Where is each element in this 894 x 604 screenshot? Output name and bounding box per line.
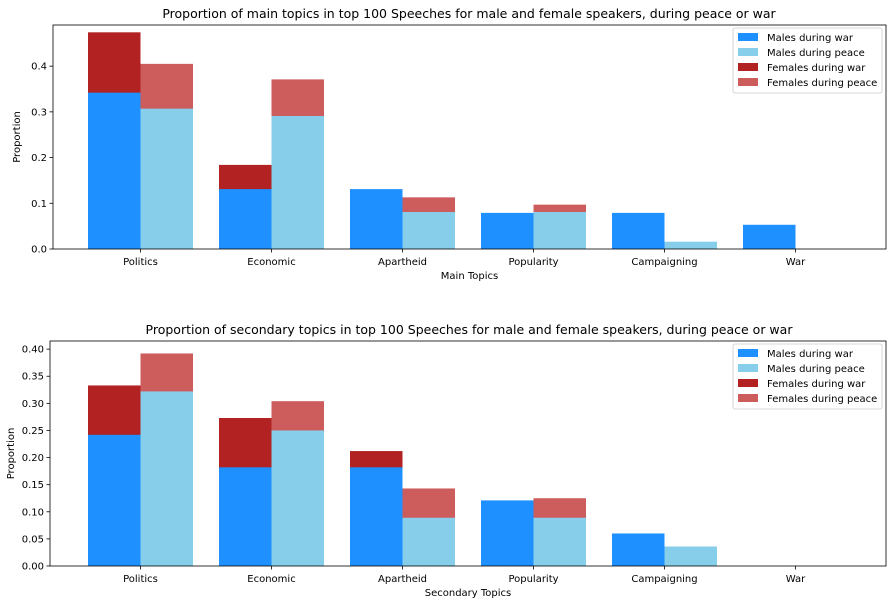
bar-males-war-popularity [481, 212, 534, 249]
legend-entry: Males during peace [767, 48, 865, 59]
x-tick-label: Economic [247, 257, 295, 268]
bar-males-peace-campaigning [664, 546, 717, 566]
y-tick-label: 0.3 [31, 107, 47, 118]
legend-entry: Females during war [767, 379, 866, 390]
x-tick-label: Campaigning [631, 574, 697, 585]
y-tick-label: 0.10 [22, 507, 44, 518]
bar-males-war-campaigning [612, 533, 665, 566]
bars [88, 32, 796, 250]
bar-males-peace-economic [271, 430, 324, 566]
bar-males-peace-popularity [533, 211, 586, 249]
secondary-topics-chart: Proportion of secondary topics in top 10… [6, 322, 887, 599]
y-tick-label: 0.25 [22, 426, 44, 437]
bar-males-war-campaigning [612, 212, 665, 249]
x-tick-label: Popularity [508, 574, 558, 585]
y-axis: 0.0 0.1 0.2 0.3 0.4 [31, 62, 53, 256]
main-topics-chart: Proportion of main topics in top 100 Spe… [12, 6, 887, 282]
chart-title: Proportion of main topics in top 100 Spe… [162, 6, 776, 21]
x-tick-label: War [786, 257, 806, 268]
legend-swatch [738, 78, 758, 86]
bar-males-war-apartheid [350, 189, 403, 249]
y-axis-label: Proportion [12, 111, 23, 163]
legend-swatch [738, 48, 758, 56]
x-axis: Politics Economic Apartheid Popularity Campa… [123, 249, 806, 268]
x-tick-label: Apartheid [378, 257, 427, 268]
bar-males-war-politics [88, 434, 141, 566]
bars [88, 353, 717, 566]
y-tick-label: 0.2 [31, 153, 47, 164]
legend: Males during war Males during peace Female… [732, 27, 883, 94]
x-tick-label: Politics [123, 257, 158, 268]
bar-males-peace-popularity [533, 517, 586, 566]
x-axis-label: Secondary Topics [425, 588, 512, 599]
x-axis-label: Main Topics [441, 271, 498, 282]
y-tick-label: 0.0 [31, 245, 47, 256]
legend: Males during war Males during peace Female… [732, 343, 883, 410]
y-axis-label: Proportion [6, 428, 17, 480]
bar-males-war-politics [88, 92, 141, 250]
legend-entry: Females during peace [767, 78, 877, 89]
legend-entry: Males during peace [767, 364, 865, 375]
bar-males-peace-politics [140, 108, 193, 250]
x-tick-label: War [786, 574, 806, 585]
legend-swatch [738, 349, 758, 357]
bar-males-peace-politics [140, 391, 193, 566]
legend-entry: Males during war [767, 349, 854, 360]
y-tick-label: 0.30 [22, 399, 44, 410]
y-tick-label: 0.35 [22, 372, 44, 383]
bar-males-war-war [743, 224, 796, 249]
x-tick-label: Popularity [508, 257, 558, 268]
bar-males-peace-apartheid [402, 517, 455, 566]
y-tick-label: 0.05 [22, 534, 44, 545]
y-tick-label: 0.20 [22, 453, 44, 464]
legend-box [732, 343, 883, 410]
bar-males-war-popularity [481, 500, 534, 566]
legend-swatch [738, 33, 758, 41]
legend-box [732, 27, 883, 94]
axes-frame [52, 24, 887, 250]
legend-swatch [738, 394, 758, 402]
x-axis: Politics Economic Apartheid Popularity Campa… [123, 566, 806, 585]
legend-swatch [738, 63, 758, 71]
legend-swatch [738, 379, 758, 387]
y-tick-label: 0.40 [22, 345, 44, 356]
x-tick-label: Economic [247, 574, 295, 585]
x-tick-label: Apartheid [378, 574, 427, 585]
y-axis: 0.00 0.05 0.10 0.15 0.20 0.25 0.30 0.35 0.40 [22, 345, 50, 573]
legend-swatch [738, 364, 758, 372]
bar-males-peace-campaigning [664, 241, 717, 249]
x-tick-label: Politics [123, 574, 158, 585]
bar-males-war-apartheid [350, 467, 403, 566]
bar-males-peace-economic [271, 115, 324, 249]
chart-title: Proportion of secondary topics in top 10… [146, 322, 794, 337]
bar-males-war-economic [219, 189, 272, 249]
y-tick-label: 0.1 [31, 199, 47, 210]
axes-frame [49, 340, 887, 567]
legend-entry: Females during peace [767, 394, 877, 405]
legend-entry: Females during war [767, 63, 866, 74]
y-tick-label: 0.4 [31, 62, 47, 73]
y-tick-label: 0.00 [22, 562, 44, 573]
bar-males-peace-apartheid [402, 211, 455, 249]
y-tick-label: 0.15 [22, 480, 44, 491]
x-tick-label: Campaigning [631, 257, 697, 268]
bar-males-war-economic [219, 467, 272, 566]
legend-entry: Males during war [767, 33, 854, 44]
